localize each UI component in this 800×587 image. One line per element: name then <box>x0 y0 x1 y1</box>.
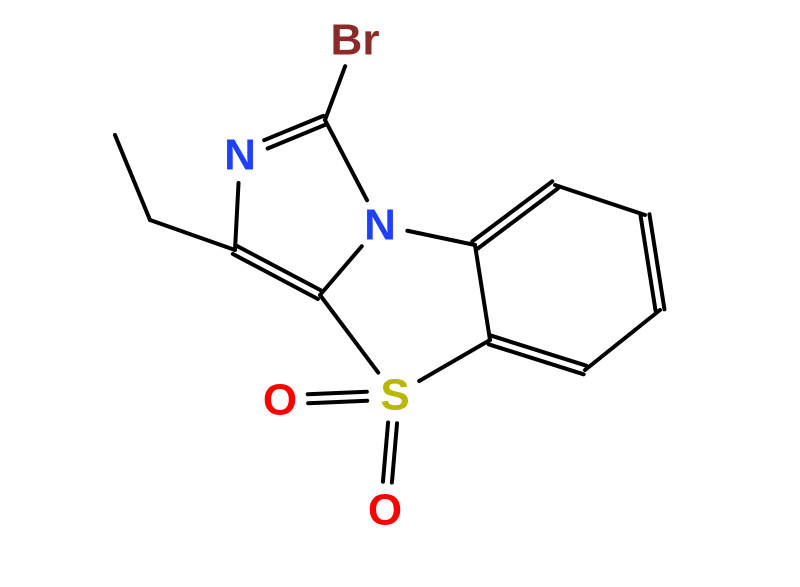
molecule-diagram: Br N N S O O <box>0 0 800 587</box>
bond <box>115 135 150 220</box>
bond <box>392 423 397 482</box>
atom-label-br: Br <box>331 16 380 65</box>
bond <box>235 183 239 250</box>
bond <box>325 120 367 200</box>
atom-label-s: S <box>380 371 409 420</box>
bond <box>585 310 660 370</box>
atom-label-n: N <box>364 201 396 250</box>
bond <box>555 185 645 215</box>
bonds-layer <box>115 66 664 482</box>
bond <box>308 392 367 395</box>
bond <box>237 246 322 291</box>
bond <box>308 401 367 404</box>
bond <box>150 220 235 250</box>
bond <box>320 246 362 295</box>
bond <box>325 66 345 120</box>
bond <box>383 423 388 482</box>
bond <box>478 189 558 249</box>
atoms-layer: Br N N S O O <box>224 16 410 535</box>
bond <box>233 254 318 299</box>
atom-label-o: O <box>368 486 402 535</box>
bond <box>419 340 490 381</box>
atom-label-n: N <box>224 131 256 180</box>
bond <box>320 295 378 373</box>
bond <box>407 231 475 245</box>
bond <box>472 181 552 241</box>
atom-label-o: O <box>263 376 297 425</box>
bond <box>475 245 490 340</box>
